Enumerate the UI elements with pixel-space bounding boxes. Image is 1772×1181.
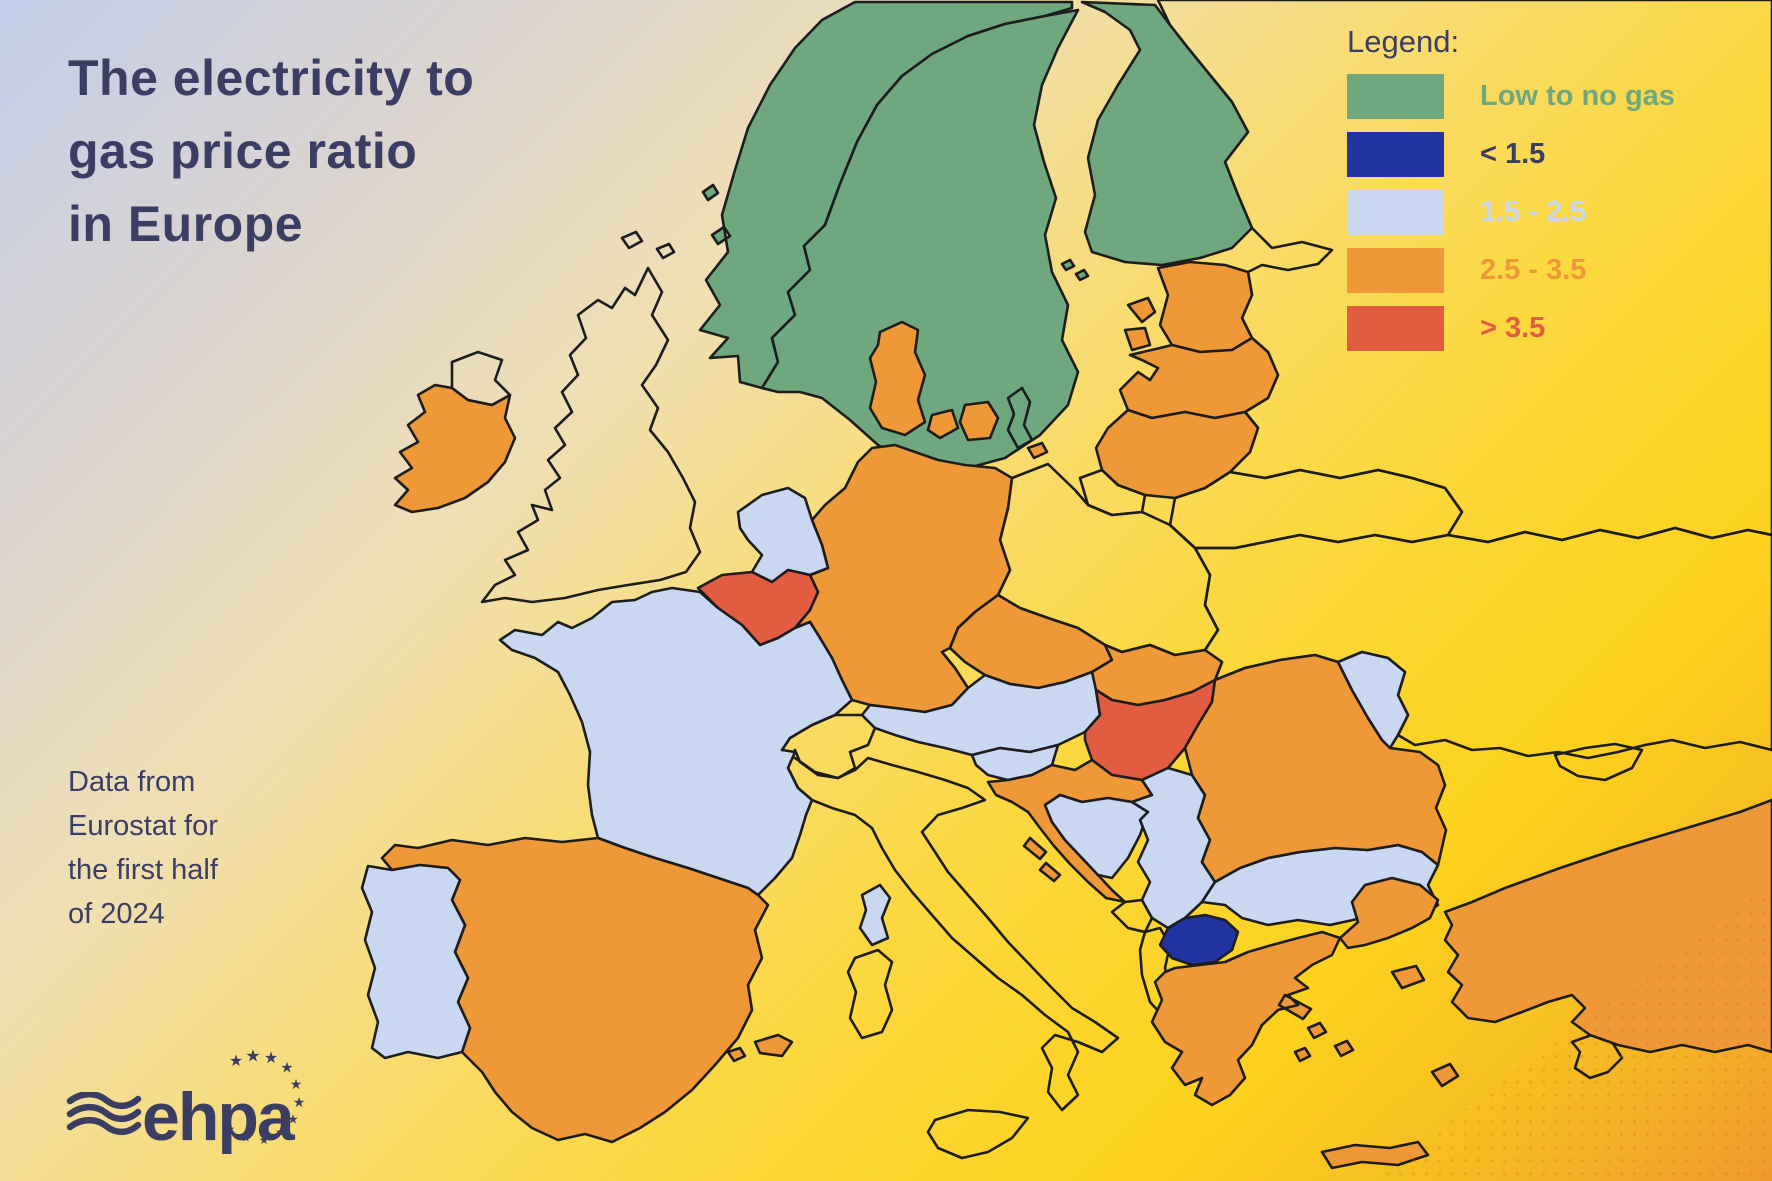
country-ireland	[393, 383, 517, 514]
country-north-macedonia	[1158, 913, 1240, 967]
legend-label: > 3.5	[1480, 312, 1546, 344]
eu-star-icon: ★	[292, 1094, 306, 1110]
ehpa-logo: ehpa ★ ★ ★ ★ ★ ★ ★ ★ ★ ★ ★	[64, 1048, 324, 1160]
country-bosnia-and-herzegovina	[1043, 793, 1150, 880]
source-note-line: Data from	[68, 766, 196, 798]
legend-item: Low to no gas	[1347, 74, 1675, 119]
country-lithuania	[1094, 408, 1260, 500]
legend-swatch-below-1-5	[1347, 132, 1444, 177]
legend-item: < 1.5	[1347, 132, 1675, 177]
country-portugal	[360, 863, 472, 1060]
country-italy	[786, 748, 1120, 1160]
logo-text: ehpa	[142, 1079, 295, 1155]
legend-item: 1.5 - 2.5	[1347, 190, 1675, 235]
country-northern-ireland-uk	[450, 350, 512, 407]
eu-star-icon: ★	[228, 1053, 244, 1070]
legend: Legend: Low to no gas < 1.5 1.5 - 2.5 2.…	[1347, 24, 1675, 364]
country-finland	[1060, 0, 1254, 282]
page-title-line: The electricity to	[68, 50, 475, 106]
source-note-line: of 2024	[68, 898, 165, 930]
country-moldova	[1336, 650, 1410, 750]
eu-star-icon: ★	[263, 1050, 279, 1067]
legend-label: < 1.5	[1480, 138, 1546, 170]
page-title-line: in Europe	[68, 196, 304, 252]
country-turkey	[1338, 798, 1772, 1054]
legend-heading: Legend:	[1347, 24, 1460, 59]
page-title: The electricity to gas price ratio in Eu…	[68, 42, 474, 261]
source-note-line: the first half	[68, 854, 218, 886]
country-greece	[1150, 930, 1460, 1170]
legend-item: 2.5 - 3.5	[1347, 248, 1675, 293]
eu-star-icon: ★	[245, 1046, 261, 1066]
legend-swatch-1-5-to-2-5	[1347, 190, 1444, 235]
legend-label: 1.5 - 2.5	[1480, 196, 1587, 228]
country-netherlands	[736, 486, 830, 584]
eu-star-icon: ★	[280, 1059, 294, 1077]
country-spain	[380, 836, 794, 1144]
country-estonia	[1123, 260, 1254, 354]
country-romania	[1183, 653, 1448, 884]
page-title-line: gas price ratio	[68, 123, 418, 179]
legend-label: Low to no gas	[1480, 80, 1675, 112]
legend-swatch-low-to-no-gas	[1347, 74, 1444, 119]
source-note-line: Eurostat for	[68, 810, 218, 842]
waves-icon	[66, 1092, 142, 1136]
legend-item: > 3.5	[1347, 306, 1675, 351]
country-belarus	[1168, 468, 1464, 550]
legend-swatch-above-3-5	[1347, 306, 1444, 351]
source-note: Data from Eurostat for the first half of…	[68, 760, 218, 936]
legend-label: 2.5 - 3.5	[1480, 254, 1587, 286]
legend-swatch-2-5-to-3-5	[1347, 248, 1444, 293]
country-united-kingdom	[480, 230, 702, 604]
country-denmark	[868, 320, 1049, 460]
